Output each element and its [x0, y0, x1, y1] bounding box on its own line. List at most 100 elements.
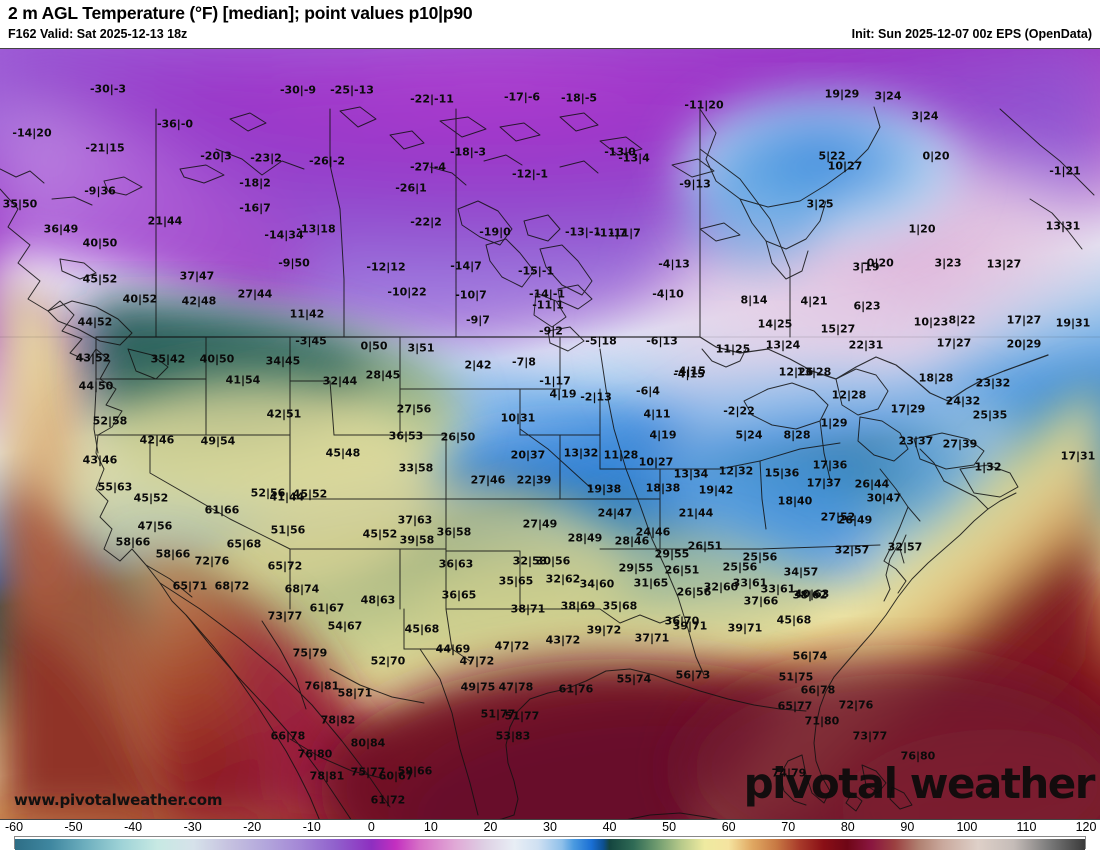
point-value: -1|21	[1049, 164, 1081, 178]
point-value: 47|72	[459, 654, 495, 668]
point-value: 14|25	[757, 317, 793, 331]
colorbar-tick-label: 60	[721, 820, 736, 834]
point-value: 26|51	[664, 563, 700, 577]
point-value: 52|70	[370, 654, 406, 668]
point-value: 23|32	[975, 376, 1011, 390]
point-value: 43|46	[82, 453, 118, 467]
point-value: 80|84	[350, 736, 386, 750]
point-value: 65|68	[226, 537, 262, 551]
point-value: 28|45	[365, 368, 401, 382]
point-value: 21|44	[678, 506, 714, 520]
point-value: 60|67	[378, 769, 414, 783]
point-value: 65|71	[172, 579, 208, 593]
point-value: 12|32	[718, 464, 754, 478]
colorbar[interactable]: -60 -50 -40 -30 -20 -10 0 10 20 30 40 50 60 70 80 90 100…	[0, 820, 1100, 850]
map-header: 2 m AGL Temperature (°F) [median]; point…	[0, 0, 1100, 48]
point-value: 13|31	[1045, 219, 1081, 233]
point-value: 61|72	[370, 793, 406, 807]
point-value: 39|71	[672, 619, 708, 633]
point-value: 17|27	[936, 336, 972, 350]
point-value: 25|35	[972, 408, 1008, 422]
point-value: 13|27	[986, 257, 1022, 271]
point-value: 17|37	[806, 476, 842, 490]
point-value: 48|63	[360, 593, 396, 607]
point-value: 36|70	[664, 614, 700, 628]
point-value: -30|-9	[279, 83, 317, 97]
point-value: 25|56	[722, 560, 758, 574]
point-value: 32|57	[887, 540, 923, 554]
colorbar-tick-label: 70	[781, 820, 796, 834]
point-value: 38|62	[792, 588, 828, 602]
point-value: -3|45	[295, 334, 327, 348]
point-value: 74|79	[771, 766, 807, 780]
point-value: 26|56	[676, 585, 712, 599]
point-value: 36|65	[441, 588, 477, 602]
point-value: 49|54	[200, 434, 236, 448]
point-value: 17|29	[890, 402, 926, 416]
point-value: 56|73	[675, 668, 711, 682]
point-value: 26|51	[687, 539, 723, 553]
point-value: 1|32	[974, 460, 1002, 474]
point-value: 35|50	[2, 197, 38, 211]
colorbar-tick-label: 20	[483, 820, 498, 834]
point-value: 2|42	[464, 358, 492, 372]
point-value: 35|65	[498, 574, 534, 588]
point-value: -11|7	[609, 226, 641, 240]
site-url-watermark: www.pivotalweather.com	[14, 791, 223, 809]
point-value: 13|32	[563, 446, 599, 460]
map-viewport[interactable]: -14|20 -21|15 -30|-3 -36|-0 -9|36 35|50 36|49 4…	[0, 48, 1100, 820]
colorbar-gradient-track[interactable]	[14, 836, 1086, 850]
point-value: -10|7	[455, 288, 487, 302]
point-value: 42|48	[181, 294, 217, 308]
point-value: -9|50	[278, 256, 310, 270]
point-value: 30|56	[535, 554, 571, 568]
point-value: 10|23	[913, 315, 949, 329]
point-value: 21|44	[147, 214, 183, 228]
point-value: 61|67	[309, 601, 345, 615]
point-value: 23|37	[898, 434, 934, 448]
point-value: 38|71	[510, 602, 546, 616]
point-value: 45|68	[776, 613, 812, 627]
point-value: -2|22	[723, 404, 755, 418]
point-value: 20|29	[1006, 337, 1042, 351]
point-value: 36|63	[438, 557, 474, 571]
point-value: -14|7	[450, 259, 482, 273]
colorbar-gradient	[15, 839, 1085, 850]
point-value: 72|76	[194, 554, 230, 568]
point-value: -36|-0	[156, 117, 194, 131]
point-value: 10|27	[827, 159, 863, 173]
point-value: 34|57	[783, 565, 819, 579]
point-value: 66|78	[800, 683, 836, 697]
point-value: 26|49	[837, 513, 873, 527]
point-value: 37|63	[397, 513, 433, 527]
point-value: 17|36	[812, 458, 848, 472]
point-value: 29|55	[618, 561, 654, 575]
colorbar-tick-label: -10	[302, 820, 321, 834]
point-value: 36|53	[388, 429, 424, 443]
point-value: 11|42	[289, 307, 325, 321]
point-value: 44|69	[435, 642, 471, 656]
point-value: 17|31	[1060, 449, 1096, 463]
point-value: 75|79	[292, 646, 328, 660]
point-value: 51|56	[270, 523, 306, 537]
point-value: -11|20	[684, 98, 724, 112]
point-value: 11|25	[715, 342, 751, 356]
point-value: 71|80	[804, 714, 840, 728]
point-value: 12|26	[778, 365, 814, 379]
point-value: 75|77	[350, 765, 386, 779]
point-value: 45|52	[362, 527, 398, 541]
colorbar-tick-label: -30	[183, 820, 202, 834]
colorbar-tick-label: 40	[602, 820, 617, 834]
point-value: 45|52	[292, 487, 328, 501]
point-value: 19|29	[824, 87, 860, 101]
point-value: 58|71	[337, 686, 373, 700]
point-value: 33|58	[398, 461, 434, 475]
point-value: 18|28	[918, 371, 954, 385]
point-value: 5|24	[735, 428, 763, 442]
point-value: 1|29	[820, 416, 848, 430]
point-value: 13|24	[765, 338, 801, 352]
point-value: -14|34	[264, 228, 304, 242]
point-value: 44|50	[78, 379, 114, 393]
point-value: 45|68	[404, 622, 440, 636]
point-value: 55|74	[616, 672, 652, 686]
